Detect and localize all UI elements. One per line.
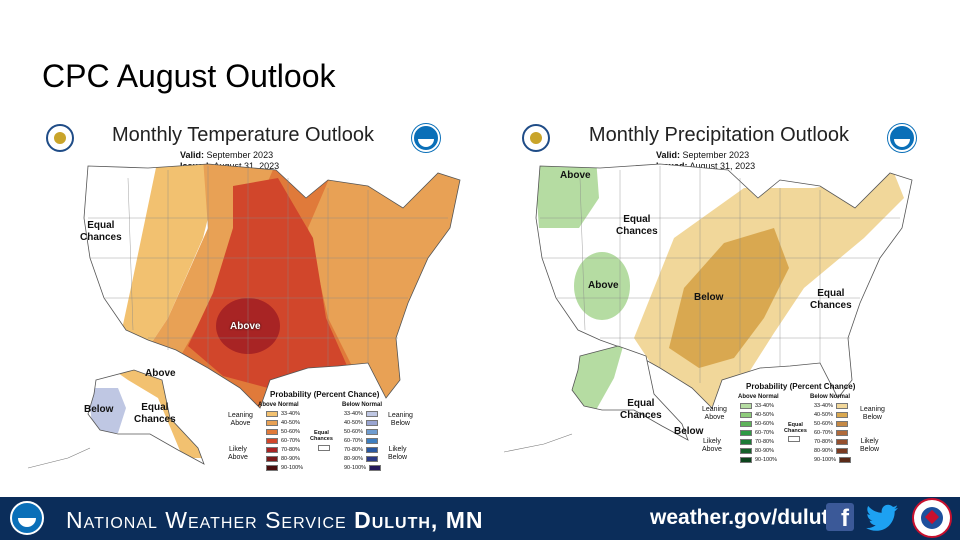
precip-legend-below-swatch: 50-60% xyxy=(814,420,848,428)
precip-legend-likely-above: Likely Above xyxy=(702,438,722,453)
temp-legend-below-swatch: 60-70% xyxy=(344,437,378,445)
precip-legend-above-swatch: 70-80% xyxy=(740,438,774,446)
precip-label-above-nw: Above xyxy=(560,170,591,181)
temp-legend-above-swatch: 60-70% xyxy=(266,437,300,445)
precip-legend-below-swatch: 90-100% xyxy=(814,456,852,464)
precip-state-borders xyxy=(540,166,900,383)
temp-legend-below-swatch: 90-100% xyxy=(344,464,382,472)
precip-legend-above-swatch: 60-70% xyxy=(740,429,774,437)
precip-legend-likely-below: Likely Below xyxy=(860,438,880,453)
temp-legend-equal: Equal Chances xyxy=(310,430,333,442)
temp-conus-outline xyxy=(83,163,461,409)
temp-legend-equal-swatch xyxy=(318,445,330,451)
temp-legend-head-above: Above Normal xyxy=(258,402,299,408)
precip-legend-above-swatch: 90-100% xyxy=(740,456,777,464)
temp-legend-below-swatch: 50-60% xyxy=(344,428,378,436)
precip-aleutians xyxy=(503,433,573,453)
precip-alaska-above-region xyxy=(572,346,624,410)
noaa-logo-icon xyxy=(888,124,916,152)
temperature-outlook-panel: Monthly Temperature Outlook Valid: Septe… xyxy=(8,118,478,480)
temp-legend-above-swatch: 33-40% xyxy=(266,410,300,418)
precip-legend-below-swatch: 40-50% xyxy=(814,411,848,419)
nws-logo-icon xyxy=(912,498,952,538)
precipitation-outlook-panel: Monthly Precipitation Outlook Valid: Sep… xyxy=(484,118,954,480)
twitter-icon[interactable] xyxy=(866,503,898,533)
temp-above-33-40-region xyxy=(118,164,223,348)
noaa-logo-icon xyxy=(10,501,44,535)
precip-legend-head-above: Above Normal xyxy=(738,394,779,400)
precip-legend-head-below: Below Normal xyxy=(810,394,851,400)
temp-alaska-above-region xyxy=(108,370,204,458)
footer-bar: National Weather Service Duluth, MN weat… xyxy=(0,497,960,540)
temp-alaska-below-region xyxy=(88,388,126,433)
precip-legend-above-swatch: 33-40% xyxy=(740,402,774,410)
temp-label-alaska-equal: Equal Chances xyxy=(134,402,176,425)
temp-state-borders xyxy=(88,166,448,383)
temp-legend-likely-below: Likely Below xyxy=(388,446,408,461)
temp-legend-above-swatch: 70-80% xyxy=(266,446,300,454)
precip-legend-title: Probability (Percent Chance) xyxy=(746,382,856,391)
precipitation-outlook-title: Monthly Precipitation Outlook xyxy=(588,124,850,146)
temperature-outlook-map xyxy=(27,163,461,469)
precip-legend-above-swatch: 50-60% xyxy=(740,420,774,428)
temp-label-alaska-below: Below xyxy=(84,404,114,415)
precip-legend-below-swatch: 80-90% xyxy=(814,447,848,455)
precipitation-outlook-map xyxy=(503,163,913,453)
precip-label-alaska-below: Below xyxy=(674,426,704,437)
temp-label-equal-chances-west: Equal Chances xyxy=(80,220,122,243)
precip-label-alaska-equal: Equal Chances xyxy=(620,398,662,421)
temp-legend-above-swatch: 90-100% xyxy=(266,464,303,472)
temp-legend-leaning-below: Leaning Below xyxy=(388,412,413,427)
precip-legend-leaning-above: Leaning Above xyxy=(702,406,727,421)
temp-legend-title: Probability (Percent Chance) xyxy=(270,390,380,399)
commerce-seal-icon xyxy=(522,124,550,152)
precip-legend-equal: Equal Chances xyxy=(784,422,807,434)
temp-legend-head-below: Below Normal xyxy=(342,402,383,408)
commerce-seal-icon xyxy=(46,124,74,152)
temperature-outlook-title: Monthly Temperature Outlook xyxy=(112,124,374,146)
precip-label-above-west: Above xyxy=(588,280,619,291)
precip-alaska-outline xyxy=(571,345,689,441)
temp-legend-below-swatch: 40-50% xyxy=(344,419,378,427)
precip-legend-below-swatch: 70-80% xyxy=(814,438,848,446)
precip-legend-below-swatch: 60-70% xyxy=(814,429,848,437)
precip-above-west-region xyxy=(574,252,630,320)
temp-legend-leaning-above: Leaning Above xyxy=(228,412,253,427)
precip-legend-leaning-below: Leaning Below xyxy=(860,406,885,421)
noaa-logo-icon xyxy=(412,124,440,152)
footer-org-name: National Weather Service Duluth, MN xyxy=(66,507,484,533)
temp-legend-likely-above: Likely Above xyxy=(228,446,248,461)
facebook-icon[interactable]: f xyxy=(826,503,854,532)
temp-aleutians xyxy=(27,447,91,469)
precip-legend-above-swatch: 80-90% xyxy=(740,447,774,455)
slide-title: CPC August Outlook xyxy=(42,58,336,94)
precip-legend-below-swatch: 33-40% xyxy=(814,402,848,410)
temp-legend-above-swatch: 40-50% xyxy=(266,419,300,427)
temp-legend-below-swatch: 70-80% xyxy=(344,446,378,454)
temp-label-above-center: Above xyxy=(230,321,261,332)
temp-legend-below-swatch: 33-40% xyxy=(344,410,378,418)
precip-label-below-center: Below xyxy=(694,292,724,303)
precip-legend-above-swatch: 40-50% xyxy=(740,411,774,419)
temp-legend-below-swatch: 80-90% xyxy=(344,455,378,463)
precip-label-equal-chances-nw: Equal Chances xyxy=(616,214,658,237)
temp-legend-above-swatch: 50-60% xyxy=(266,428,300,436)
footer-website-link[interactable]: weather.gov/duluth xyxy=(650,506,842,529)
precip-conus-outline xyxy=(535,163,913,409)
temp-legend-above-swatch: 80-90% xyxy=(266,455,300,463)
precip-legend-equal-swatch xyxy=(788,436,800,442)
precip-above-nw-region xyxy=(536,164,599,228)
temp-alaska-outline xyxy=(87,369,205,465)
precip-label-equal-chances-se: Equal Chances xyxy=(810,288,852,311)
temp-label-alaska-above: Above xyxy=(145,368,176,379)
